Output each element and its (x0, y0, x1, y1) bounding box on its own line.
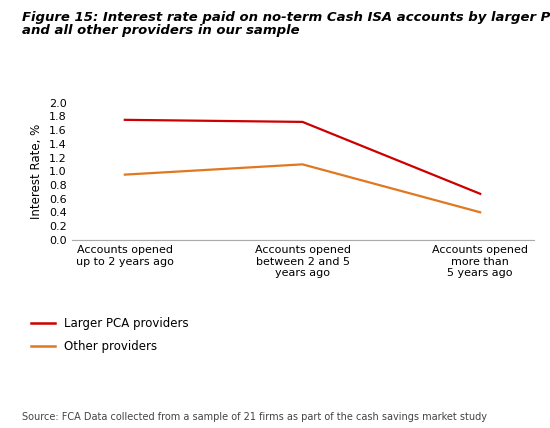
Y-axis label: Interest Rate, %: Interest Rate, % (30, 124, 43, 219)
Text: and all other providers in our sample: and all other providers in our sample (22, 24, 300, 36)
Legend: Larger PCA providers, Other providers: Larger PCA providers, Other providers (31, 317, 189, 354)
Text: Source: FCA Data collected from a sample of 21 firms as part of the cash savings: Source: FCA Data collected from a sample… (22, 412, 487, 422)
Text: Figure 15: Interest rate paid on no-term Cash ISA accounts by larger PCA provide: Figure 15: Interest rate paid on no-term… (22, 11, 550, 24)
